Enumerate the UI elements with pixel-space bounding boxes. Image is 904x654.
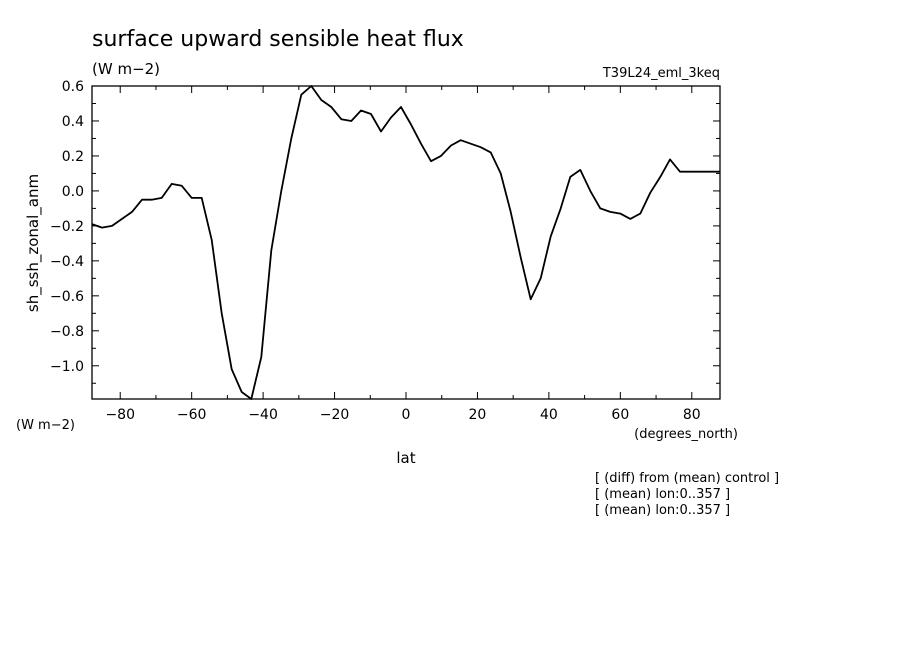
series-line [91, 85, 720, 400]
x-tick-label: −20 [320, 407, 350, 423]
x-axis-label: lat [396, 449, 415, 467]
chart-title: surface upward sensible heat flux [92, 27, 464, 52]
plot-frame [91, 85, 721, 400]
tick-labels: −80 −60 −40 −20 0 20 40 60 80 −1.0 −0.8 −0.6 −0.4 −0.… [50, 79, 701, 423]
x-axis-units: (degrees_north) [634, 427, 738, 442]
y-tick-label: 0.6 [62, 79, 84, 95]
x-tick-label: 0 [402, 407, 411, 423]
y-tick-label: 0.2 [62, 149, 84, 165]
axis-ticks [92, 85, 720, 399]
annotation-line-2: [ (mean) lon:0..357 ] [595, 487, 730, 502]
y-tick-label: −0.8 [50, 324, 84, 340]
x-tick-label: 80 [683, 407, 701, 423]
chart-units: (W m−2) [92, 60, 160, 78]
x-tick-label: 60 [611, 407, 629, 423]
x-tick-label: −60 [177, 407, 207, 423]
x-tick-label: 40 [540, 407, 558, 423]
y-axis-units: (W m−2) [16, 418, 75, 433]
y-tick-label: −0.4 [50, 254, 84, 270]
y-tick-label: 0.4 [62, 114, 84, 130]
x-tick-label: −40 [248, 407, 278, 423]
y-tick-label: −0.6 [50, 289, 84, 305]
y-tick-label: −1.0 [50, 359, 84, 375]
experiment-label: T39L24_eml_3keq [602, 66, 720, 81]
y-axis-label: sh_ssh_zonal_anm [24, 174, 43, 312]
x-tick-label: 20 [469, 407, 487, 423]
y-tick-label: −0.2 [50, 219, 84, 235]
x-tick-label: −80 [105, 407, 135, 423]
annotation-line-1: [ (diff) from (mean) control ] [595, 471, 779, 486]
y-tick-label: 0.0 [62, 184, 84, 200]
annotation-line-3: [ (mean) lon:0..357 ] [595, 503, 730, 518]
